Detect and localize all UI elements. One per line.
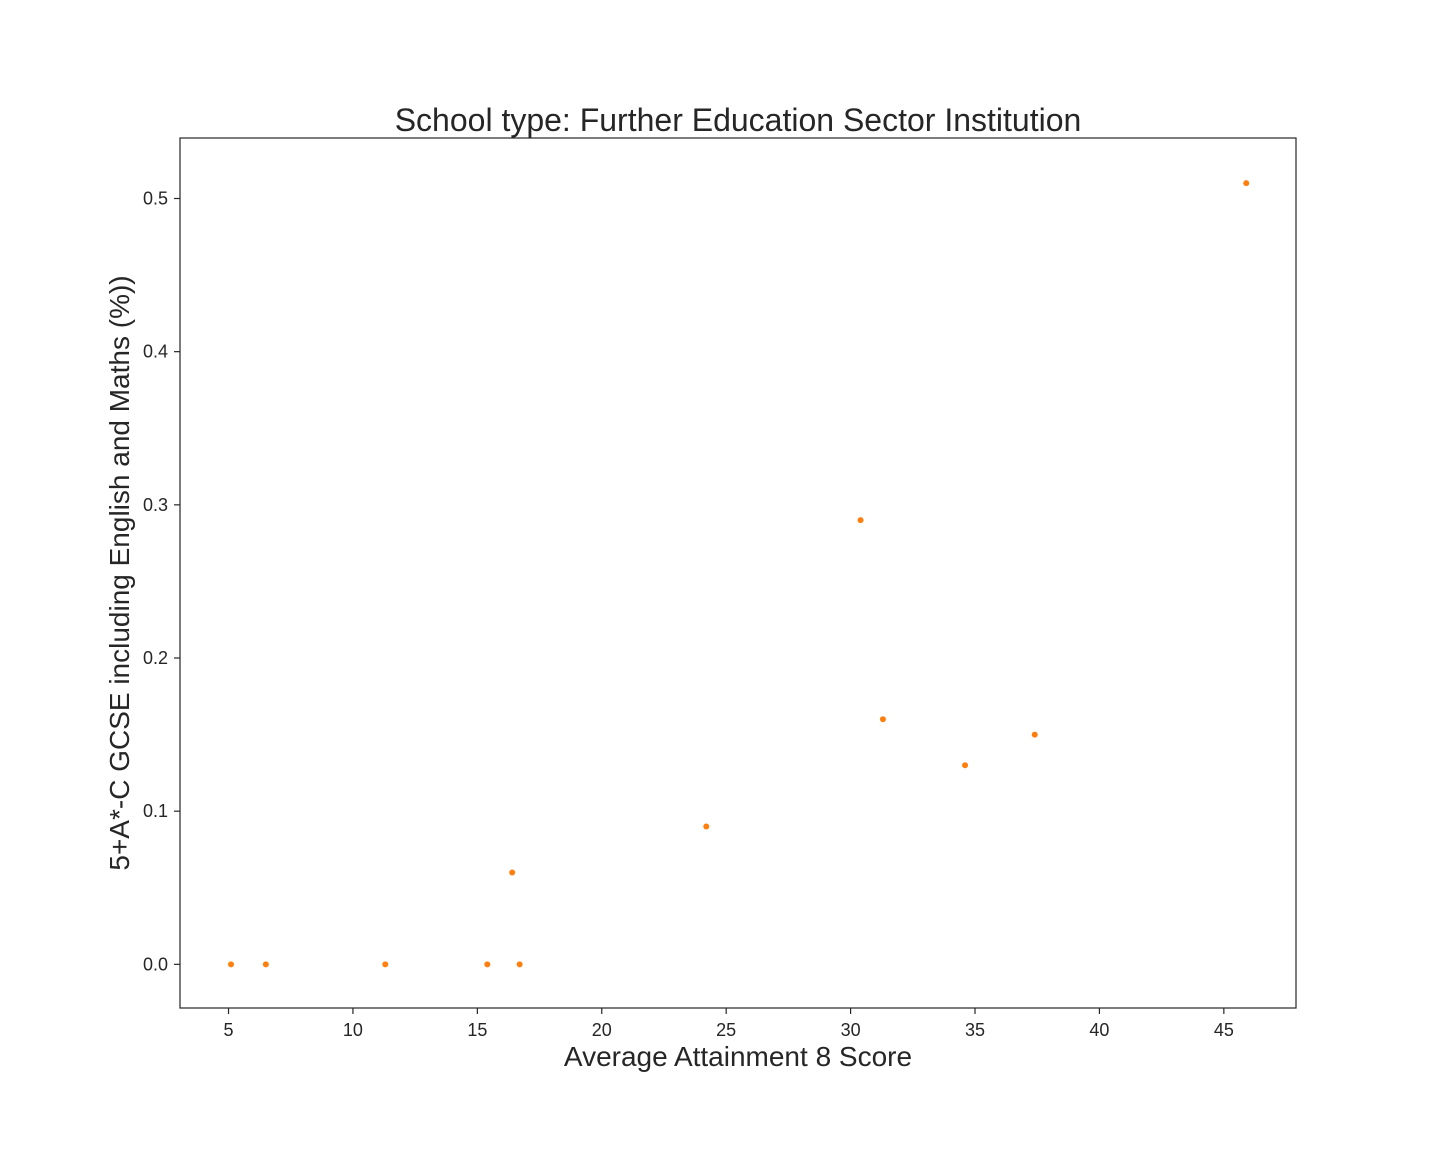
y-axis-ticks: 0.0 0.1 0.2 0.3 0.4 0.5 <box>143 189 180 974</box>
y-tick-label: 0.4 <box>143 342 168 362</box>
x-tick-label: 10 <box>343 1020 363 1040</box>
data-point <box>382 961 389 968</box>
data-point <box>1031 731 1038 738</box>
data-point <box>879 716 886 723</box>
data-point <box>703 823 710 830</box>
x-tick-label: 5 <box>224 1020 234 1040</box>
y-tick-label: 0.0 <box>143 954 168 974</box>
chart-title: School type: Further Education Sector In… <box>395 102 1082 138</box>
x-tick-label: 25 <box>716 1020 736 1040</box>
x-axis-ticks: 5 10 15 20 25 30 35 40 45 <box>224 1008 1234 1040</box>
data-point <box>516 961 523 968</box>
y-axis-label: 5+A*-C GCSE including English and Maths … <box>104 275 135 870</box>
x-axis-label: Average Attainment 8 Score <box>564 1041 912 1072</box>
data-point <box>262 961 269 968</box>
y-tick-label: 0.3 <box>143 495 168 515</box>
x-tick-label: 40 <box>1089 1020 1109 1040</box>
x-tick-label: 35 <box>965 1020 985 1040</box>
x-tick-label: 45 <box>1214 1020 1234 1040</box>
x-tick-label: 30 <box>841 1020 861 1040</box>
y-tick-label: 0.1 <box>143 801 168 821</box>
x-tick-label: 15 <box>467 1020 487 1040</box>
data-points <box>228 180 1250 968</box>
data-point <box>509 869 516 876</box>
data-point <box>1243 180 1250 187</box>
data-point <box>228 961 235 968</box>
y-tick-label: 0.2 <box>143 648 168 668</box>
x-tick-label: 20 <box>592 1020 612 1040</box>
data-point <box>857 517 864 524</box>
data-point <box>962 762 969 769</box>
plot-area-frame <box>179 137 1297 1009</box>
data-point <box>484 961 491 968</box>
y-tick-label: 0.5 <box>143 189 168 209</box>
